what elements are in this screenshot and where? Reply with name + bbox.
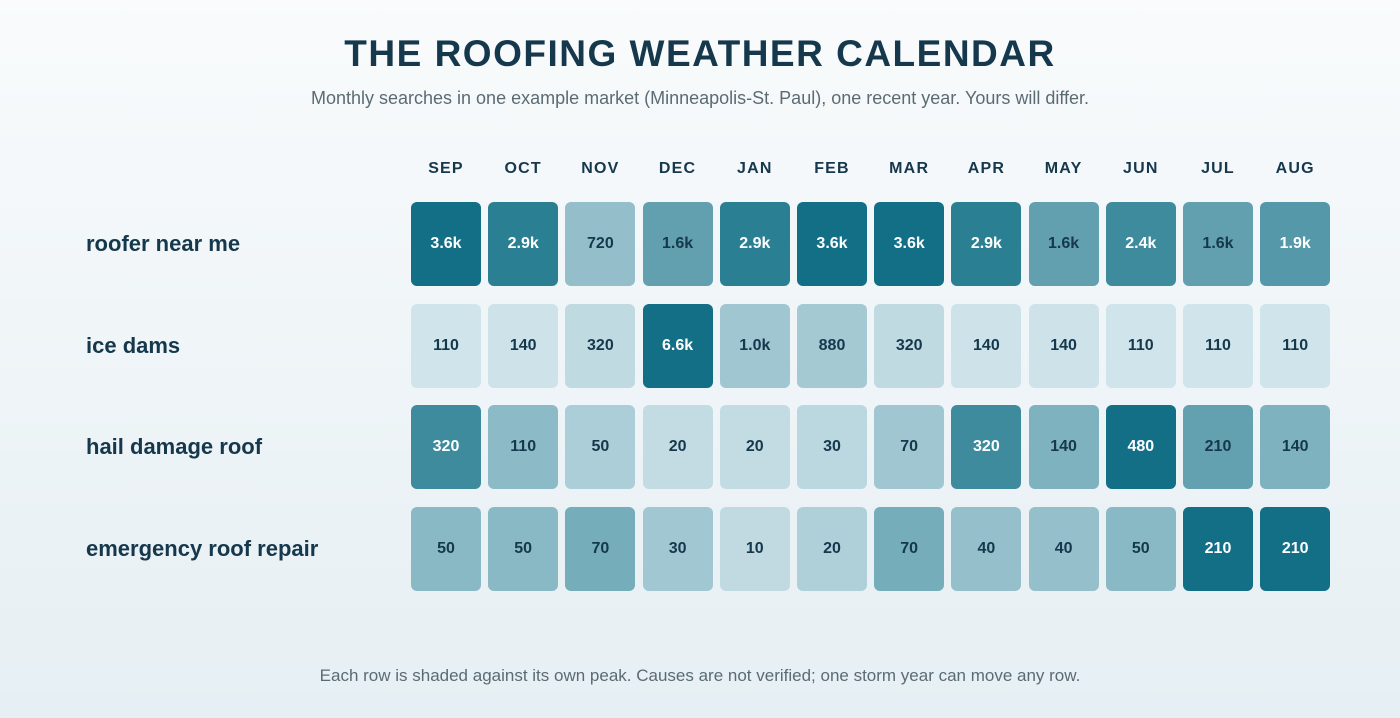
- heatmap-cell-ice-dams-jan: 1.0k: [719, 303, 790, 388]
- heatmap-cell-roofer-near-me-mar: 3.6k: [874, 202, 945, 286]
- row-label-roofer-near-me: roofer near me: [86, 231, 241, 256]
- column-header-may: MAY: [1044, 160, 1083, 177]
- heatmap-cell-hail-damage-roof-jun: 480: [1105, 405, 1176, 489]
- row-label-ice-dams: ice dams: [86, 332, 181, 358]
- heatmap-cell-ice-dams-dec: 6.6k: [642, 303, 713, 388]
- heatmap-cell-roofer-near-me-feb: 3.6k: [797, 202, 867, 286]
- column-header-aug: AUG: [1275, 160, 1315, 177]
- column-header-jul: JUL: [1201, 160, 1235, 177]
- heatmap-cell-ice-dams-apr: 140: [951, 303, 1022, 388]
- heatmap-cell-hail-damage-roof-dec: 20: [642, 405, 713, 489]
- column-header-oct: OCT: [504, 160, 542, 177]
- column-header-feb: FEB: [814, 160, 850, 177]
- heatmap-cell-ice-dams-jun: 110: [1105, 303, 1176, 388]
- heatmap-cell-roofer-near-me-jan: 2.9k: [719, 202, 790, 286]
- column-header-nov: NOV: [581, 160, 620, 177]
- chart-title: THE ROOFING WEATHER CALENDAR: [344, 33, 1056, 74]
- heatmap-cell-ice-dams-mar: 320: [874, 303, 945, 388]
- heatmap-cell-emergency-roof-repair-dec: 30: [642, 506, 713, 591]
- column-header-jan: JAN: [736, 160, 773, 177]
- heatmap-cell-emergency-roof-repair-sep: 50: [411, 506, 481, 591]
- chart-footnote: Each row is shaded against its own peak.…: [319, 666, 1081, 685]
- row-label-emergency-roof-repair: emergency roof repair: [86, 535, 319, 561]
- heatmap-cell-ice-dams-sep: 110: [411, 303, 481, 388]
- heatmap-cell-ice-dams-aug: 110: [1260, 303, 1331, 388]
- heatmap-cell-emergency-roof-repair-feb: 20: [797, 506, 867, 591]
- heatmap-cell-hail-damage-roof-apr: 320: [951, 405, 1022, 489]
- chart-subtitle: Monthly searches in one example market (…: [310, 88, 1090, 108]
- heatmap-cell-roofer-near-me-nov: 720: [565, 202, 636, 286]
- heatmap-cell-hail-damage-roof-mar: 70: [874, 405, 945, 489]
- heatmap-cell-roofer-near-me-jun: 2.4k: [1105, 202, 1176, 286]
- heatmap-cell-roofer-near-me-dec: 1.6k: [642, 202, 713, 286]
- heatmap-cell-ice-dams-oct: 140: [488, 303, 559, 388]
- column-header-jun: JUN: [1122, 160, 1159, 177]
- heatmap-cell-ice-dams-nov: 320: [565, 303, 636, 388]
- heatmap-cell-emergency-roof-repair-apr: 40: [951, 506, 1022, 591]
- heatmap-cell-roofer-near-me-sep: 3.6k: [411, 202, 481, 286]
- heatmap-cell-emergency-roof-repair-jul: 210: [1183, 506, 1253, 591]
- column-header-mar: MAR: [889, 160, 930, 177]
- heatmap-cell-hail-damage-roof-feb: 30: [797, 405, 867, 489]
- heatmap-cell-hail-damage-roof-sep: 320: [411, 405, 481, 489]
- heatmap-cell-emergency-roof-repair-oct: 50: [488, 506, 559, 591]
- heatmap-cell-emergency-roof-repair-jan: 10: [719, 506, 790, 591]
- heatmap-cell-hail-damage-roof-aug: 140: [1260, 405, 1331, 489]
- heatmap-cell-ice-dams-may: 140: [1028, 303, 1099, 388]
- heatmap-cell-emergency-roof-repair-aug: 210: [1260, 506, 1331, 591]
- column-header-sep: SEP: [428, 160, 464, 177]
- heatmap-cell-emergency-roof-repair-mar: 70: [874, 506, 945, 591]
- heatmap-cell-roofer-near-me-oct: 2.9k: [488, 202, 559, 286]
- heatmap-cell-emergency-roof-repair-nov: 70: [565, 506, 636, 591]
- heatmap-cell-roofer-near-me-jul: 1.6k: [1183, 202, 1253, 286]
- heatmap-cell-emergency-roof-repair-jun: 50: [1105, 506, 1176, 591]
- heatmap-cell-ice-dams-jul: 110: [1183, 303, 1253, 388]
- heatmap-cell-hail-damage-roof-oct: 110: [488, 405, 559, 489]
- heatmap-cell-hail-damage-roof-jul: 210: [1183, 405, 1253, 489]
- column-header-dec: DEC: [658, 160, 697, 177]
- heatmap-cell-ice-dams-feb: 880: [797, 303, 867, 388]
- heatmap-cell-roofer-near-me-may: 1.6k: [1028, 202, 1099, 286]
- heatmap-cell-hail-damage-roof-jan: 20: [719, 405, 790, 489]
- row-label-hail-damage-roof: hail damage roof: [86, 434, 263, 459]
- heatmap-cell-roofer-near-me-apr: 2.9k: [951, 202, 1022, 286]
- heatmap-cell-hail-damage-roof-nov: 50: [565, 405, 636, 489]
- heatmap-cell-hail-damage-roof-may: 140: [1028, 405, 1099, 489]
- heatmap-cell-emergency-roof-repair-may: 40: [1028, 506, 1099, 591]
- column-header-apr: APR: [967, 160, 1006, 177]
- heatmap-cell-roofer-near-me-aug: 1.9k: [1260, 202, 1331, 286]
